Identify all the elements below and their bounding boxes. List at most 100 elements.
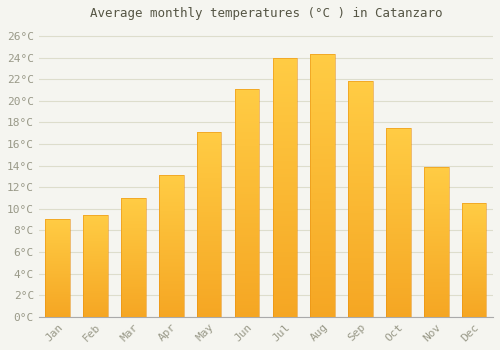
Bar <box>84 309 108 310</box>
Bar <box>121 249 146 250</box>
Bar <box>310 243 335 246</box>
Bar <box>197 143 222 145</box>
Bar <box>197 199 222 201</box>
Bar <box>310 146 335 149</box>
Bar <box>159 308 184 310</box>
Bar <box>462 237 486 239</box>
Bar <box>386 290 410 292</box>
Bar <box>386 302 410 303</box>
Bar <box>159 283 184 284</box>
Bar <box>159 269 184 270</box>
Bar <box>197 167 222 169</box>
Bar <box>197 160 222 162</box>
Bar <box>159 229 184 231</box>
Bar <box>84 301 108 302</box>
Bar <box>234 150 260 153</box>
Bar <box>159 254 184 256</box>
Bar <box>234 137 260 139</box>
Bar <box>348 284 373 286</box>
Bar <box>46 281 70 282</box>
Bar <box>348 298 373 300</box>
Bar <box>197 250 222 252</box>
Bar <box>348 202 373 204</box>
Bar <box>234 253 260 255</box>
Bar <box>348 145 373 147</box>
Bar <box>121 252 146 253</box>
Bar <box>234 125 260 128</box>
Bar <box>462 222 486 223</box>
Bar <box>121 211 146 212</box>
Bar <box>462 203 486 317</box>
Bar <box>348 187 373 190</box>
Bar <box>310 80 335 83</box>
Bar <box>348 232 373 234</box>
Bar <box>84 237 108 238</box>
Bar <box>46 302 70 303</box>
Bar <box>121 305 146 306</box>
Bar <box>386 166 410 168</box>
Bar <box>386 237 410 239</box>
Bar <box>159 311 184 313</box>
Bar <box>197 234 222 236</box>
Bar <box>121 271 146 272</box>
Bar <box>424 306 448 308</box>
Bar <box>348 128 373 131</box>
Bar <box>121 214 146 215</box>
Bar <box>462 283 486 284</box>
Bar <box>348 256 373 258</box>
Bar <box>424 194 448 195</box>
Bar <box>272 180 297 182</box>
Bar <box>462 217 486 218</box>
Bar <box>348 124 373 126</box>
Bar <box>121 268 146 269</box>
Bar <box>386 175 410 177</box>
Bar <box>424 227 448 228</box>
Bar <box>310 228 335 230</box>
Bar <box>46 266 70 267</box>
Bar <box>272 254 297 257</box>
Bar <box>462 220 486 222</box>
Bar <box>424 288 448 290</box>
Bar <box>272 237 297 239</box>
Bar <box>348 206 373 209</box>
Bar <box>272 218 297 221</box>
Bar <box>348 237 373 239</box>
Bar <box>159 246 184 247</box>
Bar <box>424 266 448 267</box>
Bar <box>348 199 373 202</box>
Bar <box>84 242 108 243</box>
Bar <box>386 128 410 130</box>
Bar <box>462 292 486 293</box>
Bar <box>197 273 222 274</box>
Bar <box>159 307 184 308</box>
Bar <box>84 296 108 298</box>
Bar <box>272 267 297 270</box>
Bar <box>310 267 335 270</box>
Bar <box>46 270 70 271</box>
Bar <box>272 198 297 200</box>
Bar <box>46 238 70 239</box>
Bar <box>310 314 335 317</box>
Bar <box>121 267 146 268</box>
Bar <box>159 281 184 283</box>
Bar <box>234 271 260 273</box>
Bar <box>121 307 146 308</box>
Bar <box>462 248 486 249</box>
Bar <box>197 153 222 154</box>
Bar <box>348 119 373 121</box>
Bar <box>386 277 410 279</box>
Bar <box>424 282 448 284</box>
Bar <box>159 262 184 263</box>
Bar <box>272 169 297 172</box>
Bar <box>272 241 297 244</box>
Bar <box>348 161 373 164</box>
Bar <box>159 290 184 291</box>
Bar <box>159 202 184 204</box>
Bar <box>424 279 448 281</box>
Bar <box>159 250 184 252</box>
Bar <box>159 297 184 299</box>
Bar <box>159 181 184 182</box>
Bar <box>310 236 335 238</box>
Bar <box>272 76 297 78</box>
Bar <box>121 278 146 279</box>
